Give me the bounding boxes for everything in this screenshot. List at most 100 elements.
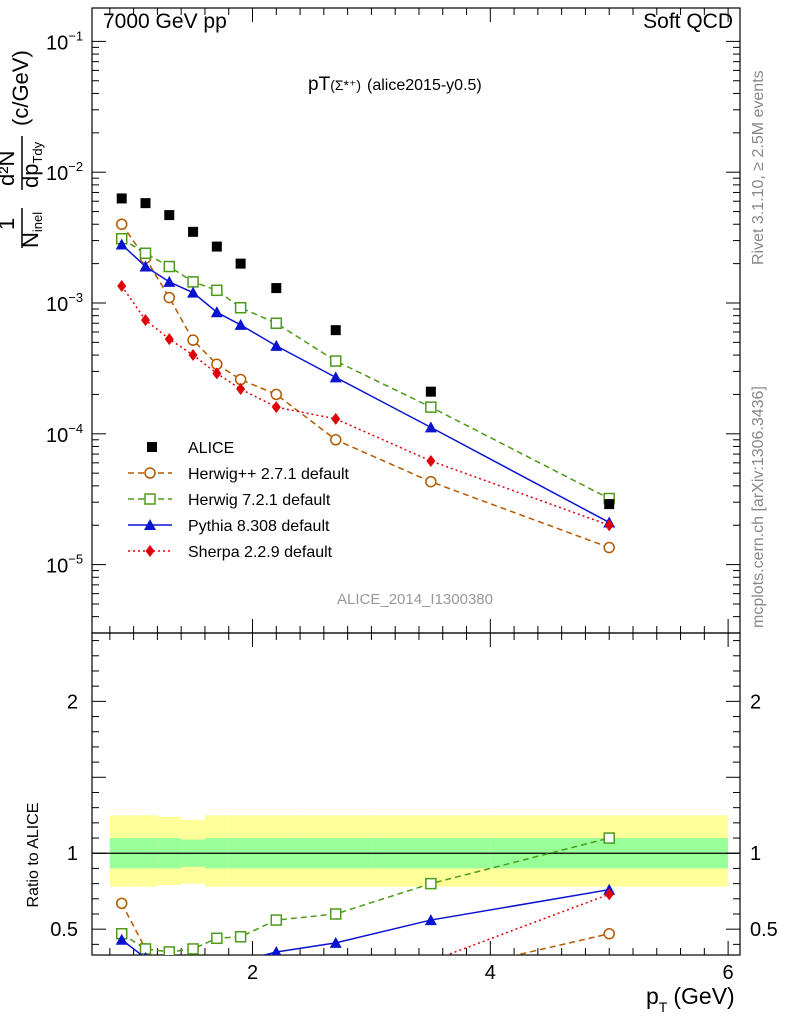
series-point [117, 279, 127, 292]
legend-label: Sherpa 2.2.9 default [188, 544, 333, 561]
ratio-series-line [444, 893, 610, 955]
series-line [121, 243, 610, 524]
ratio-series-point [603, 927, 615, 940]
series-point [211, 284, 223, 297]
main-y-axis-label: Ninel 1 dpTdy d²N (c/GeV) [0, 50, 45, 248]
ratio-plot-border [91, 632, 741, 956]
ratio-series-point [212, 980, 222, 990]
x-tick-label: 4 [485, 962, 496, 984]
ratio-y-tick-label: 0.5 [50, 919, 78, 941]
series-point [234, 301, 247, 314]
series-point [163, 260, 176, 273]
series-line [121, 285, 610, 526]
data-point [116, 193, 127, 204]
ratio-series-point [603, 832, 615, 844]
legend-marker [144, 493, 156, 505]
data-point [235, 258, 246, 269]
ratio-series-point [331, 977, 341, 987]
ratio-series-point [117, 967, 126, 979]
main-y-tick-label: 10−5 [46, 552, 83, 578]
svg-text:(c/GeV): (c/GeV) [8, 50, 33, 126]
ratio-series-point [187, 943, 199, 955]
ratio-series-point [329, 936, 342, 948]
series-point [603, 541, 615, 554]
header-category-label: Soft QCD [643, 10, 733, 33]
ratio-series-point [165, 982, 174, 994]
ratio-y-tick-label: 1 [67, 843, 78, 865]
legend-marker-alice [147, 442, 157, 452]
ratio-y-axis-label: Ratio to ALICE [25, 803, 42, 908]
data-point [330, 325, 341, 336]
legend-marker [144, 519, 156, 530]
series-point [426, 454, 436, 467]
ratio-plot-ticks: 2 1 0.5 2 1 0.5 2 4 6 [50, 633, 778, 984]
ratio-series-point [331, 967, 340, 979]
series-point [425, 401, 437, 413]
data-point [188, 226, 199, 237]
ratio-plot-frame [91, 632, 741, 956]
series-point [115, 218, 128, 230]
series-point [270, 388, 283, 401]
series-point [139, 247, 152, 260]
ratio-y-tick-label-right: 2 [750, 691, 761, 713]
ratio-series-point [234, 931, 247, 943]
series-line [121, 238, 610, 500]
series-point [604, 519, 614, 532]
series-point [234, 318, 247, 330]
series-point [236, 383, 246, 396]
legend-marker [145, 545, 155, 557]
ratio-series-point [143, 952, 148, 955]
ratio-y-tick-label: 2 [67, 691, 78, 713]
ratio-series-point [187, 964, 199, 975]
ratio-y-tick-label-right: 1 [750, 843, 761, 865]
x-tick-label: 6 [723, 962, 734, 984]
legend-label: ALICE [188, 440, 234, 457]
legend-label: Herwig 7.2.1 default [188, 492, 331, 509]
ratio-series-group [115, 832, 616, 994]
series-point [270, 317, 283, 330]
data-point [140, 198, 151, 209]
data-point [164, 210, 175, 221]
series-point [187, 334, 199, 346]
main-y-tick-label: 10−3 [46, 290, 83, 316]
ratio-series-point [236, 980, 246, 990]
series-point [163, 291, 176, 304]
series-point [210, 306, 223, 318]
ratio-series-point [212, 982, 221, 994]
ratio-series-point [164, 964, 174, 974]
series-point [271, 401, 281, 414]
series-point [187, 286, 200, 298]
main-plot-title: pT(Σ*⁺) (alice2015-y0.5) [308, 74, 482, 95]
ratio-series-point [426, 955, 435, 967]
main-plot-series [115, 193, 616, 554]
data-point [271, 283, 282, 294]
header-energy-label: 7000 GeV pp [103, 10, 227, 33]
ratio-series-point [426, 970, 436, 980]
svg-text:d²N: d²N [0, 151, 19, 186]
ratio-series-point [211, 958, 223, 969]
ratio-series-point [604, 888, 614, 901]
series-point [425, 475, 437, 488]
series-point [331, 412, 341, 425]
data-point [604, 499, 615, 510]
ratio-uncertainty-bands [92, 815, 740, 887]
rivet-version-label: Rivet 3.1.10, ≥ 2.5M events [750, 70, 767, 265]
series-point [164, 333, 174, 346]
ratio-series-point [236, 982, 245, 994]
x-tick-label: 2 [247, 962, 258, 984]
ratio-series-point [163, 960, 175, 971]
svg-text:Ninel: Ninel [18, 212, 45, 248]
svg-text:1: 1 [0, 218, 19, 230]
series-point [424, 421, 437, 433]
series-line [121, 223, 610, 549]
main-plot-ticks: 10−1 10−2 10−3 10−4 10−5 [46, 8, 740, 634]
series-point [141, 314, 151, 327]
ratio-series-point [163, 946, 176, 955]
x-axis-label: pT (GeV) [646, 983, 735, 1015]
series-point [139, 260, 152, 272]
series-point [212, 367, 222, 380]
ratio-series-line [121, 888, 610, 955]
ratio-series-point [425, 877, 437, 890]
series-point [329, 371, 342, 383]
